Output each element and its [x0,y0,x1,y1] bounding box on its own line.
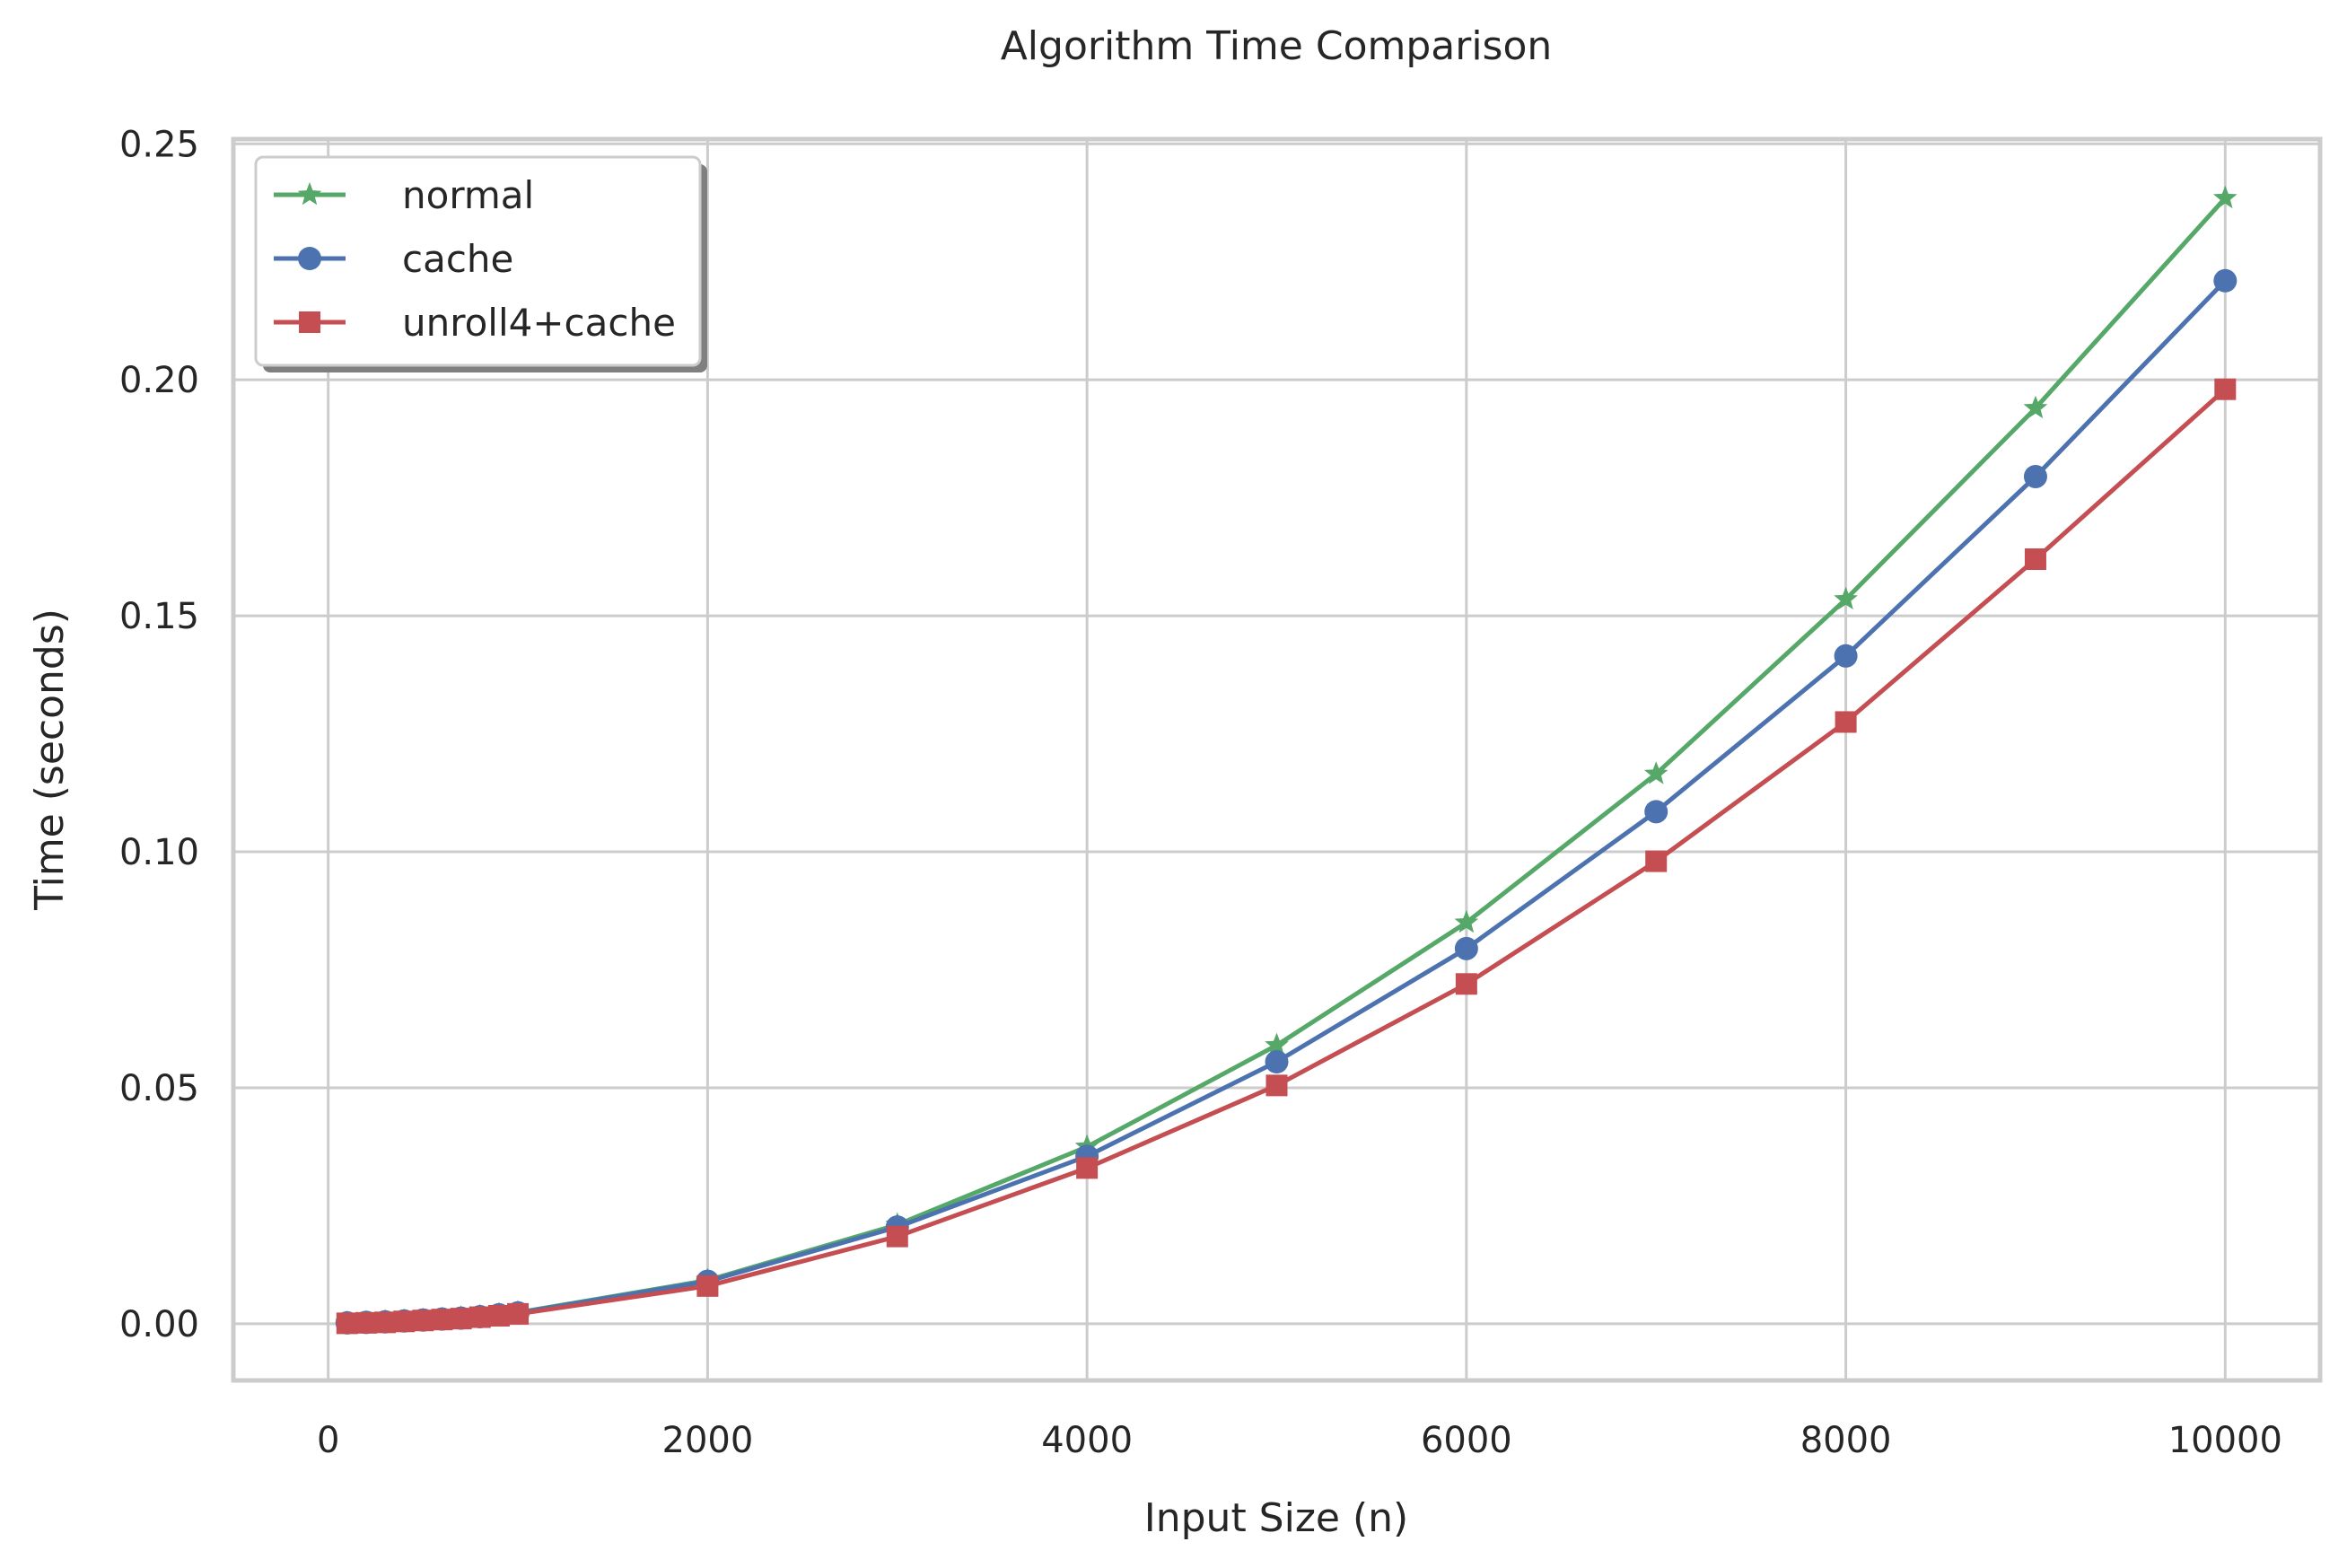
data-point [1265,1074,1288,1097]
y-tick-label: 0.20 [119,360,199,401]
data-point [412,1310,434,1332]
legend-item: normal [274,173,534,217]
legend-label: cache [402,237,513,281]
legend-label: unroll4+cache [402,301,676,345]
data-point [1644,800,1668,824]
data-point [1835,711,1857,733]
series-2 [336,378,2237,1335]
x-tick-label: 0 [317,1420,339,1461]
data-point [2213,185,2238,209]
data-point [507,1302,530,1325]
data-point [1265,1050,1289,1074]
y-tick-label: 0.15 [119,596,199,637]
data-point [2023,464,2047,488]
legend-marker [299,311,320,333]
data-point [355,1311,377,1334]
x-tick-label: 10000 [2168,1420,2282,1461]
legend-item: unroll4+cache [274,301,676,345]
data-point [393,1310,416,1333]
y-axis-label: Time (seconds) [27,609,73,911]
x-tick-label: 2000 [662,1420,754,1461]
data-point [2023,395,2048,419]
series-layer [335,185,2238,1335]
data-point [1454,936,1478,960]
x-tick-label: 4000 [1041,1420,1133,1461]
data-point [1076,1157,1099,1179]
data-point [431,1309,453,1331]
tick-label-layer: 0 2000 4000 6000 8000 10000 0.00 0.05 0.10 0.15 0.… [119,124,2282,1461]
legend: normal cache unroll4+cache [254,155,707,372]
data-point [2214,378,2237,400]
x-tick-label: 8000 [1800,1420,1892,1461]
data-point [1265,1032,1289,1056]
data-point [1645,850,1668,872]
data-point [1834,586,1858,609]
x-axis-label: Input Size (n) [1144,1495,1408,1541]
chart-title: Algorithm Time Comparison [1001,23,1553,69]
data-point [1643,761,1668,784]
data-point [2024,548,2046,571]
data-point [469,1306,491,1328]
data-point [450,1308,472,1330]
data-point [374,1311,397,1334]
legend-marker [298,247,321,270]
data-point [1455,973,1477,995]
y-tick-label: 0.10 [119,832,199,873]
data-point [886,1225,908,1248]
legend-label: normal [402,173,534,217]
data-point [1454,909,1479,933]
legend-box [254,155,702,367]
data-point [2213,268,2238,293]
data-point [1834,644,1858,668]
legend-item: cache [274,237,513,281]
plot-area-frame [231,136,2323,1383]
data-point [336,1312,358,1335]
y-tick-label: 0.00 [119,1304,199,1345]
y-tick-label: 0.25 [119,124,199,165]
data-point [487,1304,510,1327]
x-tick-label: 6000 [1421,1420,1512,1461]
legend-marker [297,182,322,206]
y-tick-label: 0.05 [119,1068,199,1109]
data-point [696,1275,719,1297]
